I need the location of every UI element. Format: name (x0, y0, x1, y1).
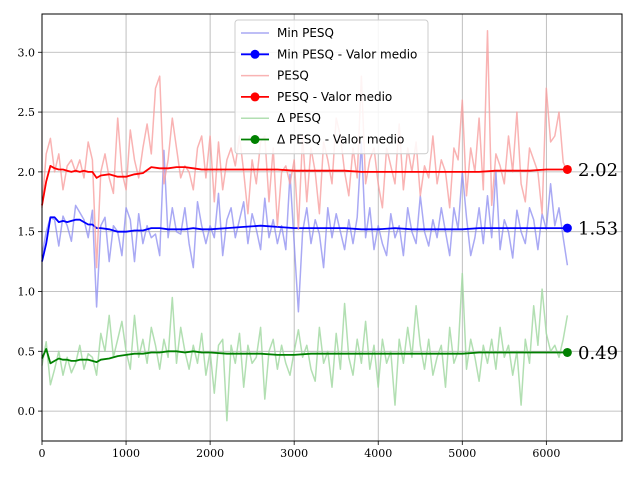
legend: Min PESQ Min PESQ - Valor medio PESQ PESQ -… (234, 19, 429, 155)
x-tick-label: 6000 (532, 447, 560, 460)
legend-marker (250, 135, 260, 144)
y-tick-label: 3.0 (18, 46, 36, 59)
y-tick-label: 0.5 (18, 345, 36, 358)
legend-entry: Min PESQ - Valor medio (277, 47, 417, 61)
series-line-min-pesq (41, 141, 569, 313)
legend-entry: Min PESQ (277, 26, 334, 40)
legend-entry: Δ PESQ (277, 111, 321, 125)
legend-box (234, 19, 429, 155)
series-layer (41, 29, 572, 422)
x-tick-label: 3000 (280, 447, 308, 460)
series-end-marker-min-pesq-valor-medio (562, 223, 572, 233)
x-tick-label: 5000 (448, 447, 476, 460)
legend-entry: PESQ (277, 69, 309, 83)
series-line-pesq (41, 272, 569, 422)
x-tick-label: 1000 (112, 447, 140, 460)
series-line-min-pesq-valor-medio (41, 216, 568, 262)
series-end-marker-pesq-valor-medio (562, 347, 572, 357)
legend-entry: Δ PESQ - Valor medio (277, 133, 404, 147)
x-tick-label: 2000 (196, 447, 224, 460)
y-tick-label: 1.0 (18, 285, 36, 298)
end-labels: 2.02 1.53 0.49 (578, 160, 618, 364)
x-tick-label: 0 (39, 447, 46, 460)
end-value-label: 0.49 (578, 343, 618, 364)
plot-area (41, 13, 623, 442)
end-value-label: 2.02 (578, 160, 618, 181)
series-line-pesq (41, 29, 569, 269)
series-end-marker-pesq-valor-medio (562, 164, 572, 174)
y-tick-label: 1.5 (18, 226, 36, 239)
legend-marker (250, 49, 260, 59)
series-line-pesq-valor-medio (41, 164, 568, 206)
axes: 0 1000 2000 3000 4000 5000 6000 0.0 0.5 1.0 1.5 2.0… (18, 46, 561, 460)
legend-marker (250, 92, 260, 102)
end-value-label: 1.53 (578, 219, 618, 240)
y-tick-label: 2.5 (18, 106, 36, 119)
y-tick-label: 2.0 (18, 166, 36, 179)
legend-entry: PESQ - Valor medio (277, 90, 392, 104)
series-line-pesq-valor-medio (41, 347, 568, 365)
y-tick-label: 0.0 (18, 405, 36, 418)
x-tick-label: 4000 (364, 447, 392, 460)
